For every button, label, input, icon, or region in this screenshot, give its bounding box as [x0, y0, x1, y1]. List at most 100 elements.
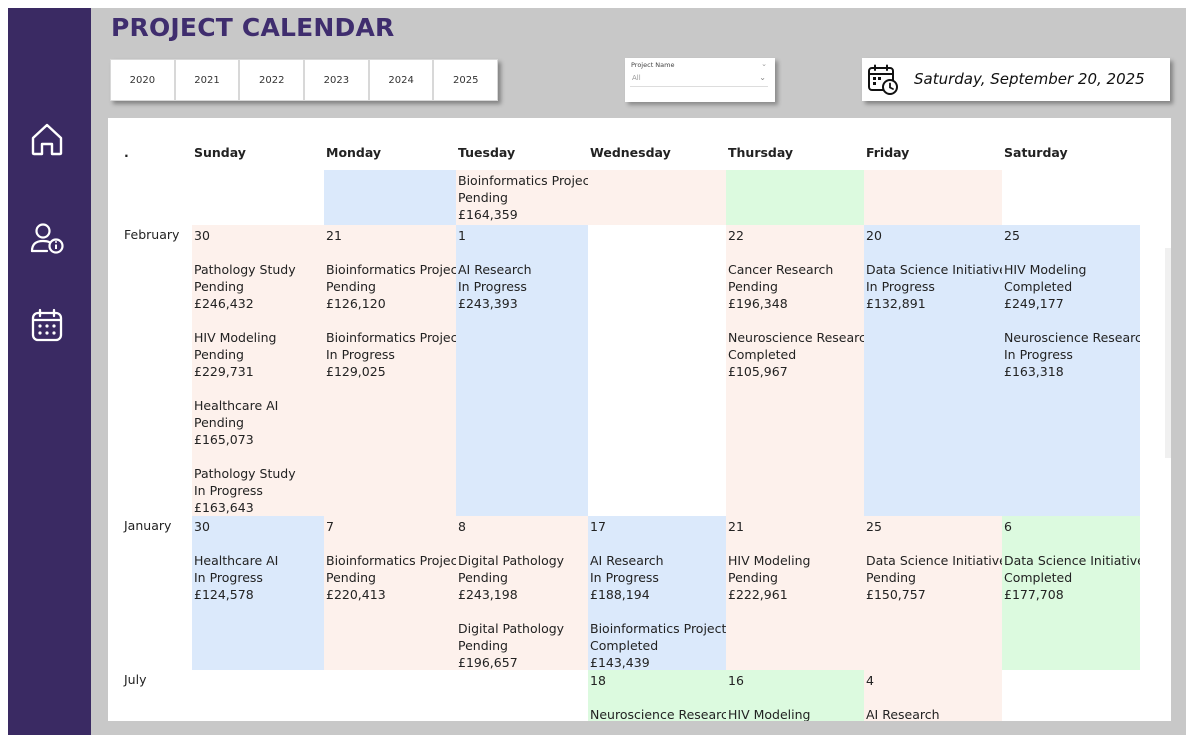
project-entry[interactable]: Cancer Research Pending £196,348	[728, 261, 864, 312]
day-number: 6	[1004, 519, 1012, 534]
project-entry[interactable]: Healthcare AI Pending £165,073	[194, 397, 324, 448]
project-status: Pending	[326, 279, 376, 294]
project-entry[interactable]: Data Science Initiative In Progress £132,8…	[866, 261, 1002, 312]
calendar-icon[interactable]	[28, 306, 66, 344]
year-tab-2022[interactable]: 2022	[239, 59, 305, 101]
calendar-cell[interactable]	[1002, 170, 1140, 225]
project-entry[interactable]: HIV Modeling Completed £249,177	[1004, 261, 1140, 312]
calendar-cell[interactable]: 21 Bioinformatics Project Pending £126,120 B…	[324, 225, 456, 516]
project-entry[interactable]: Data Science Initiative Pending £150,757	[866, 552, 1002, 603]
project-status: Pending	[194, 347, 244, 362]
project-status: Pending	[458, 190, 508, 205]
project-entry[interactable]: Data Science Initiative Completed £177,708	[1004, 552, 1140, 603]
calendar-cell[interactable]: 17 AI Research In Progress £188,194 Bioinfor…	[588, 516, 726, 670]
month-label: July	[124, 672, 147, 687]
calendar-cell[interactable]: 21 HIV Modeling Pending £222,961	[726, 516, 864, 670]
project-entry[interactable]: Pathology Study In Progress £163,643	[194, 465, 324, 516]
calendar-cell[interactable]: 25 HIV Modeling Completed £249,177 Neuroscie…	[1002, 225, 1140, 516]
project-name: Bioinformatics Project	[458, 173, 588, 188]
project-status: Pending	[194, 279, 244, 294]
calendar-cell[interactable]: 20 Data Science Initiative In Progress £132…	[864, 225, 1002, 516]
user-info-icon[interactable]	[28, 220, 66, 258]
project-entry[interactable]: Bioinformatics Project Completed £143,439	[590, 620, 726, 670]
calendar-cell[interactable]	[324, 170, 456, 225]
day-number: 1	[458, 228, 466, 243]
project-name: Bioinformatics Project	[590, 621, 726, 636]
calendar-cell[interactable]	[456, 670, 588, 721]
project-entry[interactable]: Bioinformatics Project In Progress £129,02…	[326, 329, 456, 380]
day-number: 7	[326, 519, 334, 534]
project-status: Pending	[728, 279, 778, 294]
project-status: Pending	[326, 570, 376, 585]
project-amount: £196,657	[458, 655, 518, 670]
project-name-filter[interactable]: Project Name ⌄ All ⌄	[625, 58, 775, 102]
calendar-cell[interactable]: 16 HIV Modeling	[726, 670, 864, 721]
project-name: Pathology Study	[194, 262, 296, 277]
home-icon[interactable]	[28, 120, 66, 158]
project-amount: £243,198	[458, 587, 518, 602]
project-amount: £246,432	[194, 296, 254, 311]
project-entry[interactable]: Neuroscience Research In Progress £163,318	[1004, 329, 1140, 380]
project-entry[interactable]: AI Research In Progress £243,393	[458, 261, 588, 312]
project-entry[interactable]: HIV Modeling	[728, 706, 864, 721]
calendar-cell[interactable]: 7 Bioinformatics Project Pending £220,413	[324, 516, 456, 670]
project-name-dropdown[interactable]: All ⌄	[630, 73, 768, 87]
project-entry[interactable]: Digital Pathology Pending £196,657	[458, 620, 588, 670]
calendar-cell[interactable]: 1 AI Research In Progress £243,393	[456, 225, 588, 516]
month-label: January	[124, 518, 172, 533]
calendar-cell[interactable]	[324, 670, 456, 721]
project-entry[interactable]: HIV Modeling Pending £222,961	[728, 552, 864, 603]
project-amount: £249,177	[1004, 296, 1064, 311]
calendar-cell[interactable]	[1002, 670, 1140, 721]
day-number: 20	[866, 228, 882, 243]
project-name: Data Science Initiative	[866, 262, 1002, 277]
year-tab-2023[interactable]: 2023	[304, 59, 369, 101]
corner-label: .	[124, 145, 129, 160]
year-tab-2025[interactable]: 2025	[433, 59, 499, 101]
calendar-cell[interactable]	[864, 170, 1002, 225]
project-amount: £150,757	[866, 587, 926, 602]
calendar-cell[interactable]: Bioinformatics Project Pending £164,359	[456, 170, 588, 225]
project-entry[interactable]: Healthcare AI In Progress £124,578	[194, 552, 324, 603]
year-tab-2021[interactable]: 2021	[174, 59, 240, 101]
project-entry[interactable]: AI Research	[866, 706, 1002, 721]
day-number: 25	[1004, 228, 1020, 243]
day-number: 8	[458, 519, 466, 534]
day-number: 22	[728, 228, 744, 243]
project-entry[interactable]: Bioinformatics Project Pending £164,359	[458, 172, 588, 223]
scrollbar[interactable]	[1165, 248, 1171, 458]
project-entry[interactable]: Bioinformatics Project Pending £220,413	[326, 552, 456, 603]
calendar-cell[interactable]: 6 Data Science Initiative Completed £177,70…	[1002, 516, 1140, 670]
calendar-cell[interactable]: 30 Healthcare AI In Progress £124,578	[192, 516, 324, 670]
calendar-cell[interactable]	[192, 670, 324, 721]
project-status: In Progress	[1004, 347, 1073, 362]
calendar-cell[interactable]	[588, 170, 726, 225]
calendar-cell[interactable]	[588, 225, 726, 516]
calendar-cell[interactable]	[726, 170, 864, 225]
year-tab-2020[interactable]: 2020	[110, 59, 175, 101]
project-entry[interactable]: HIV Modeling Pending £229,731	[194, 329, 324, 380]
project-entry[interactable]: Neuroscience Research Completed £105,967	[728, 329, 864, 380]
project-entry[interactable]: AI Research In Progress £188,194	[590, 552, 726, 603]
calendar-cell[interactable]: 4 AI Research	[864, 670, 1002, 721]
calendar-cell[interactable]: 25 Data Science Initiative Pending £150,757	[864, 516, 1002, 670]
calendar-cell[interactable]: 22 Cancer Research Pending £196,348 Neurosci…	[726, 225, 864, 516]
year-tab-2024[interactable]: 2024	[368, 59, 434, 101]
chevron-down-icon[interactable]: ⌄	[761, 60, 767, 68]
calendar-cell[interactable]: 8 Digital Pathology Pending £243,198 Digital…	[456, 516, 588, 670]
project-entry[interactable]: Digital Pathology Pending £243,198	[458, 552, 588, 603]
calendar-cell[interactable]: 18 Neuroscience Research	[588, 670, 726, 721]
calendar-cell[interactable]	[192, 170, 324, 225]
project-entry[interactable]: Bioinformatics Project Pending £126,120	[326, 261, 456, 312]
project-entry[interactable]: Pathology Study Pending £246,432	[194, 261, 324, 312]
sidebar	[8, 8, 91, 735]
project-amount: £163,318	[1004, 364, 1064, 379]
weekday-header-sunday: Sunday	[194, 145, 246, 160]
project-name: Digital Pathology	[458, 621, 565, 636]
project-amount: £196,348	[728, 296, 788, 311]
project-entry[interactable]: Neuroscience Research	[590, 706, 726, 721]
calendar-cell[interactable]: 30 Pathology Study Pending £246,432 HIV Mode…	[192, 225, 324, 516]
chevron-down-icon[interactable]: ⌄	[759, 73, 766, 82]
project-status: In Progress	[866, 279, 935, 294]
project-status: In Progress	[326, 347, 395, 362]
